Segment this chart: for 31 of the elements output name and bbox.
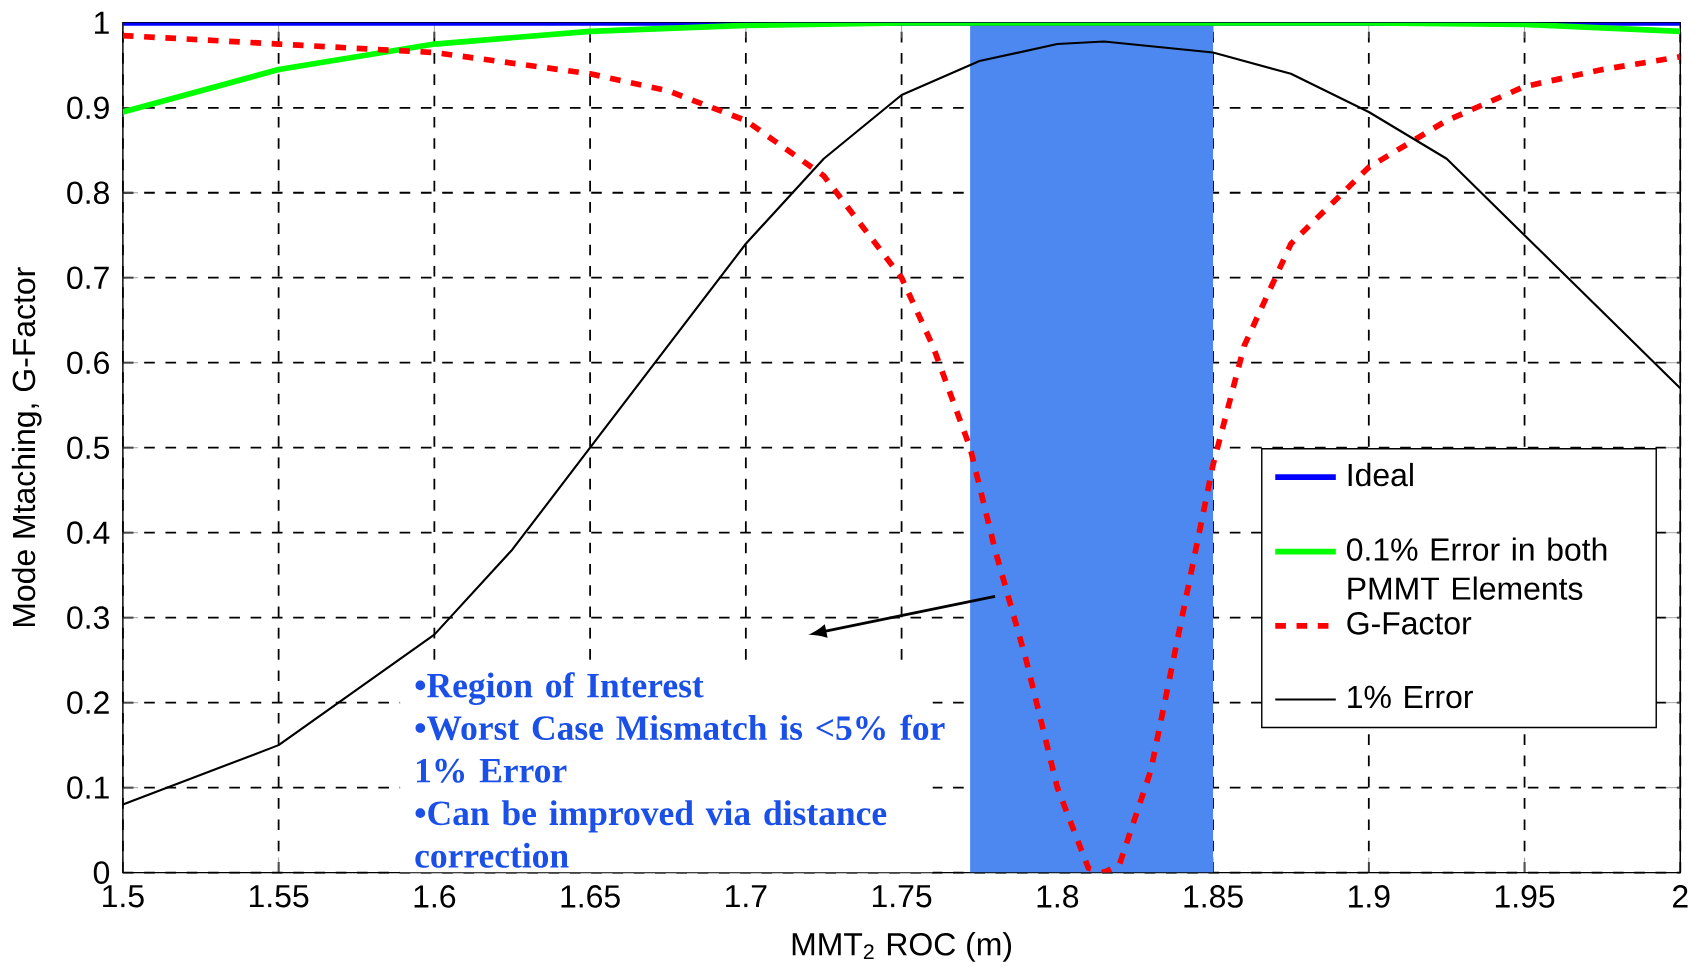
y-axis-title: Mode Mtaching, G-Factor [11,267,42,627]
x-tick-label: 2 [1673,885,1688,908]
x-axis-title: MMT$_{2}$ ROC (m) [792,932,1012,963]
y-tick-label: 0.2 [67,691,109,715]
y-tick-label: 0.6 [67,351,109,375]
x-tick-label: 1.95 [1495,885,1555,908]
y-tick-label: 1 [95,11,109,34]
y-tick-label: 0 [93,861,110,885]
x-tick-label: 1.65 [561,885,620,908]
legend-label: 1% Error [1348,685,1473,709]
y-tick-label: 0.3 [67,606,109,630]
y-tick-label: 0.8 [67,181,109,205]
x-tick-label: 1.55 [249,885,309,908]
legend-label: 0.1% Error in both PMMT Elements [1346,537,1607,601]
annotation: •Worst Case Mismatch is <5% for 1% Error [415,714,945,783]
legend-label: G-Factor [1347,612,1472,635]
x-tick-label: 1.7 [726,885,767,908]
x-tick-label: 1.75 [872,885,932,908]
y-tick-label: 0.4 [67,521,110,545]
x-tick-label: 1.8 [1037,885,1079,908]
y-tick-label: 0.9 [67,96,109,120]
annotation: •Can be improved via distance correction [415,800,887,868]
legend-label: Ideal [1348,463,1413,487]
x-tick-label: 1.9 [1349,885,1390,908]
y-tick-label: 0.1 [67,776,109,800]
y-tick-label: 0.7 [67,266,109,290]
annotation: •Region of Interest [415,672,704,706]
x-tick-label: 1.5 [103,885,144,908]
x-tick-label: 1.6 [414,885,456,908]
y-tick-label: 0.5 [67,436,109,460]
x-tick-label: 1.85 [1184,885,1243,908]
